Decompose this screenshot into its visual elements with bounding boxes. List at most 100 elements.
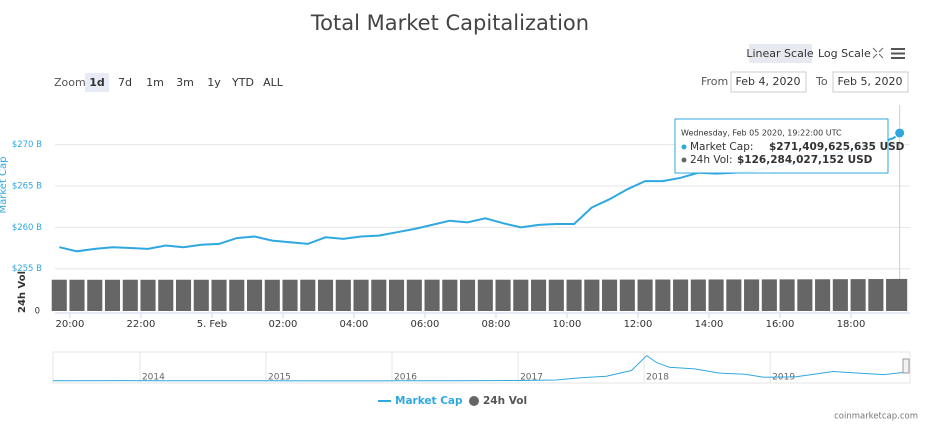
zoom-label: Zoom — [54, 76, 86, 89]
from-date[interactable]: Feb 4, 2020 — [736, 75, 801, 88]
from-input[interactable] — [730, 71, 807, 93]
zoom-option[interactable]: YTD — [231, 76, 254, 89]
navigator-tick-label: 2016 — [394, 373, 417, 383]
x-tick-label: 02:00 — [269, 319, 298, 330]
x-tick-label: 06:00 — [411, 319, 440, 330]
volume-bar — [495, 279, 511, 311]
navigator-tick-label: 2015 — [268, 373, 291, 383]
legend-dot[interactable] — [469, 396, 479, 406]
x-tick-label: 12:00 — [624, 319, 653, 330]
zoom-option[interactable]: 1m — [146, 76, 164, 89]
volume-bar — [832, 279, 848, 311]
volume-bar — [892, 278, 908, 311]
volume-bar — [850, 279, 866, 311]
navigator-handle[interactable] — [902, 358, 910, 374]
volume-bar — [158, 279, 174, 311]
plot: $255 B $260 B $265 B $270 B 0 Market Cap 24h V… — [0, 105, 911, 407]
y-tick-label: $260 B — [12, 223, 42, 233]
navigator-tick-label: 2017 — [520, 373, 543, 383]
legend-label[interactable]: 24h Vol — [483, 395, 527, 407]
volume-bar — [548, 279, 564, 311]
volume-bar — [477, 279, 493, 311]
volume-bar — [566, 279, 582, 311]
y-tick-label: $270 B — [12, 140, 42, 150]
x-tick-label: 14:00 — [695, 319, 724, 330]
navigator-box — [52, 351, 911, 384]
volume-bar — [744, 279, 760, 311]
x-tick-label: 18:00 — [837, 319, 866, 330]
volume-bar — [637, 279, 653, 311]
zoom-option[interactable]: 7d — [118, 76, 132, 89]
volume-bar — [122, 279, 138, 311]
navigator-line — [52, 354, 906, 382]
volume-bar — [246, 279, 263, 311]
tooltip-cap-value: $271,409,625,635 USD — [769, 141, 905, 153]
legend-label[interactable]: Market Cap — [395, 395, 463, 407]
volume-bar — [708, 279, 724, 311]
volume-bar — [584, 279, 600, 311]
volume-bar — [815, 279, 831, 311]
volume-bar — [104, 279, 121, 311]
volume-bar — [193, 279, 209, 311]
volume-bar — [690, 279, 706, 311]
volume-bar — [87, 279, 103, 311]
volume-bar — [406, 279, 422, 311]
hover-point — [894, 127, 906, 139]
x-tick-label: 22:00 — [127, 319, 156, 330]
linear-scale-button[interactable] — [749, 44, 812, 63]
zoom-option[interactable]: ALL — [263, 76, 284, 89]
volume-bar — [779, 279, 795, 311]
volume-bar — [442, 279, 458, 311]
volume-bar — [460, 279, 476, 311]
chart-title: Total Market Capitalization — [310, 11, 589, 35]
volume-bar — [673, 279, 689, 311]
volume-bar — [513, 279, 529, 311]
volume-bar — [531, 279, 547, 311]
volume-bar — [211, 279, 227, 311]
volume-bar — [797, 279, 813, 311]
to-label: To — [815, 75, 828, 88]
linear-scale-label[interactable]: Linear Scale — [746, 47, 814, 60]
zoom-button-active[interactable] — [85, 73, 109, 92]
menu-icon[interactable] — [891, 48, 905, 59]
tooltip-vol-value: $126,284,027,152 USD — [737, 154, 873, 166]
tooltip-bullet — [681, 144, 687, 150]
tooltip: Wednesday, Feb 05 2020, 19:22:00 UTC Mar… — [674, 118, 905, 174]
y-axis-title: Market Cap — [0, 156, 9, 213]
to-input[interactable] — [832, 71, 909, 93]
volume-bar — [175, 279, 192, 311]
zoom-buttons: 1d 7d 1m 3m 1y YTD ALL — [85, 73, 284, 92]
volume-bar — [726, 279, 742, 311]
volume-bar — [140, 279, 156, 311]
tooltip-box — [674, 118, 889, 174]
log-scale-label[interactable]: Log Scale — [818, 47, 871, 60]
volume-bar — [69, 279, 85, 311]
fullscreen-icon[interactable] — [872, 47, 884, 59]
x-tick-label: 08:00 — [482, 319, 511, 330]
volume-bar — [300, 279, 316, 311]
tooltip-cap-label: Market Cap: — [690, 141, 753, 153]
volume-bar — [282, 279, 298, 311]
volume-bar — [371, 279, 387, 311]
volume-bar — [761, 279, 777, 311]
volume-bar — [335, 279, 351, 311]
volume-bar — [619, 279, 635, 311]
x-tick-label: 5. Feb — [197, 319, 227, 330]
tooltip-vol-label: 24h Vol: — [690, 154, 733, 166]
x-tick-label: 16:00 — [766, 319, 795, 330]
y2-axis-title: 24h Vol — [17, 271, 28, 313]
x-tick-label: 20:00 — [55, 319, 84, 330]
y2-tick-label: 0 — [35, 307, 40, 317]
zoom-option[interactable]: 1y — [207, 76, 221, 89]
zoom-option[interactable]: 3m — [176, 76, 194, 89]
from-label: From — [701, 75, 728, 88]
volume-bar — [353, 279, 369, 311]
volume-bar — [655, 279, 671, 311]
zoom-option[interactable]: 1d — [89, 76, 105, 89]
volume-bar — [868, 279, 884, 311]
volume-bar — [229, 279, 245, 311]
to-date[interactable]: Feb 5, 2020 — [838, 75, 903, 88]
tooltip-bullet — [681, 157, 687, 163]
navigator-tick-label: 2014 — [142, 373, 165, 383]
